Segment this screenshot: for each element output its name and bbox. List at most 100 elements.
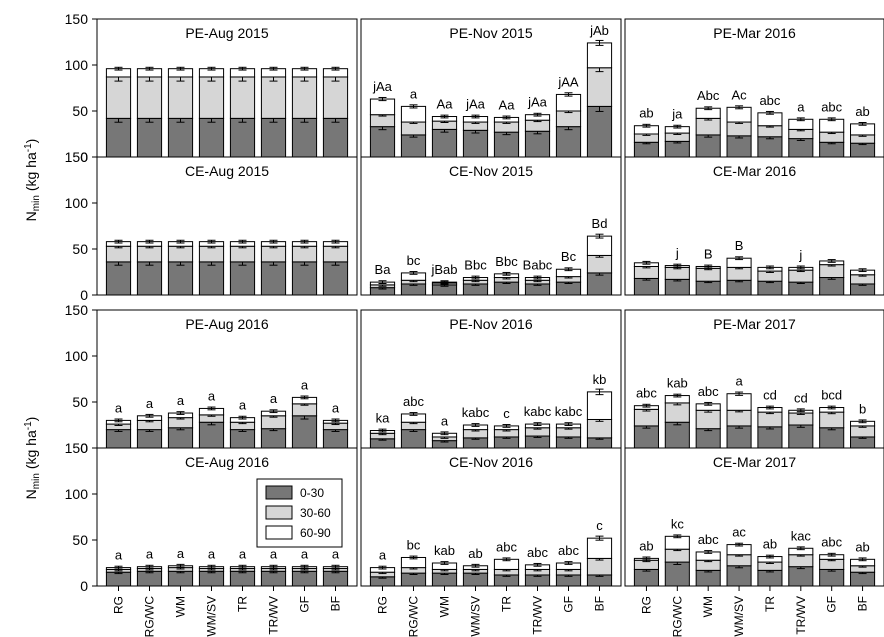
significance-label: a [410, 86, 418, 101]
bar-segment-30-60 [322, 76, 349, 119]
significance-label: jAb [589, 23, 609, 38]
x-tick-label: RG/WC [670, 596, 684, 637]
significance-label: ac [732, 525, 746, 540]
legend-swatch [265, 485, 293, 500]
significance-label: Bbc [464, 258, 487, 273]
bar-segment-30-60 [586, 254, 613, 274]
x-tick-label: TR/WV [794, 596, 808, 635]
bar-segment-0-30 [664, 140, 690, 158]
panel-title: PE-Mar 2017 [713, 316, 796, 332]
significance-label: Aa [499, 97, 516, 112]
significance-label: kc [671, 516, 685, 531]
bar-segment-60-90 [726, 393, 752, 411]
y-axis-label-top: Nmin (kg ha-1) [23, 139, 42, 222]
significance-label: bcd [821, 388, 842, 403]
bar-segment-0-30 [229, 570, 256, 587]
bar-segment-30-60 [726, 266, 752, 281]
bar-segment-60-90 [664, 535, 690, 550]
bar-segment-30-60 [586, 67, 613, 107]
x-tick-label: BF [856, 596, 870, 611]
bar-segment-30-60 [291, 245, 318, 263]
significance-label: Aa [437, 97, 454, 112]
bar-segment-0-30 [819, 141, 845, 158]
significance-label: a [239, 547, 247, 562]
legend-label: 30-60 [300, 506, 331, 520]
significance-label: abc [636, 386, 657, 401]
x-tick-label: WM [701, 596, 715, 617]
bar-segment-30-60 [136, 245, 163, 263]
y-tick-label: 150 [65, 149, 89, 165]
y-tick-label: 100 [65, 195, 89, 211]
y-tick-label: 50 [72, 532, 88, 548]
bar-segment-0-30 [555, 126, 582, 158]
panel-title: PE-Mar 2016 [713, 25, 796, 41]
bar-segment-30-60 [726, 409, 752, 427]
panel-title: CE-Nov 2015 [449, 163, 533, 179]
bar-segment-30-60 [322, 245, 349, 263]
bar-segment-0-30 [695, 428, 721, 449]
bar-segment-0-30 [400, 134, 427, 158]
y-tick-label: 100 [65, 57, 89, 73]
bar-segment-0-30 [555, 281, 582, 296]
significance-label: abc [698, 384, 719, 399]
bar-segment-0-30 [726, 565, 752, 587]
panel-frame [96, 156, 358, 296]
bar-segment-30-60 [695, 267, 721, 282]
significance-label: ja [671, 107, 683, 122]
y-tick-label: 150 [65, 302, 89, 318]
significance-label: a [379, 548, 387, 563]
significance-label: kac [791, 528, 812, 543]
panel-title: CE-Nov 2016 [449, 454, 533, 470]
bar-segment-0-30 [198, 570, 225, 587]
significance-label: bc [407, 537, 421, 552]
panel-title: CE-Mar 2017 [713, 454, 796, 470]
bar-segment-30-60 [757, 411, 783, 428]
significance-label: j [798, 247, 802, 262]
bar-segment-0-30 [695, 569, 721, 587]
significance-label: kb [593, 372, 607, 387]
significance-label: jAa [527, 95, 548, 110]
bar-segment-60-90 [586, 537, 613, 559]
panel-10: 0 50 100 150 CE-Aug 2016 a a a a a a a a [65, 440, 358, 594]
bar-segment-0-30 [788, 424, 814, 449]
bar-segment-30-60 [260, 245, 287, 263]
y-tick-label: 50 [72, 103, 88, 119]
panel-frame [360, 156, 622, 296]
bar-segment-0-30 [136, 570, 163, 587]
bar-segment-0-30 [726, 135, 752, 158]
significance-label: a [208, 388, 216, 403]
significance-label: Abc [697, 88, 720, 103]
significance-label: ka [376, 411, 391, 426]
bar-segment-0-30 [400, 572, 427, 587]
bar-segment-30-60 [400, 121, 427, 136]
bar-segment-0-30 [198, 261, 225, 296]
bar-segment-0-30 [260, 428, 287, 449]
bar-segment-0-30 [524, 130, 551, 158]
bar-segment-0-30 [369, 126, 396, 158]
bar-segment-60-90 [400, 105, 427, 123]
significance-label: kab [667, 376, 688, 391]
bar-segment-60-90 [555, 93, 582, 112]
x-tick-label: WM/SV [469, 596, 483, 637]
significance-label: kabc [524, 404, 552, 419]
panel-frame [360, 447, 622, 587]
bar-segment-0-30 [229, 261, 256, 296]
significance-label: jBab [430, 262, 457, 277]
y-tick-label: 150 [65, 11, 89, 27]
bar-segment-0-30 [167, 427, 194, 449]
bar-segment-0-30 [757, 569, 783, 587]
bar-segment-30-60 [586, 418, 613, 439]
panel-title: CE-Aug 2015 [185, 163, 269, 179]
significance-label: Bbc [495, 254, 518, 269]
bar-segment-0-30 [291, 261, 318, 296]
significance-label: abc [527, 545, 548, 560]
significance-label: cd [763, 388, 777, 403]
y-tick-label: 100 [65, 348, 89, 364]
significance-label: a [441, 413, 449, 428]
significance-label: a [270, 547, 278, 562]
x-tick-label: TR/WV [267, 596, 281, 635]
